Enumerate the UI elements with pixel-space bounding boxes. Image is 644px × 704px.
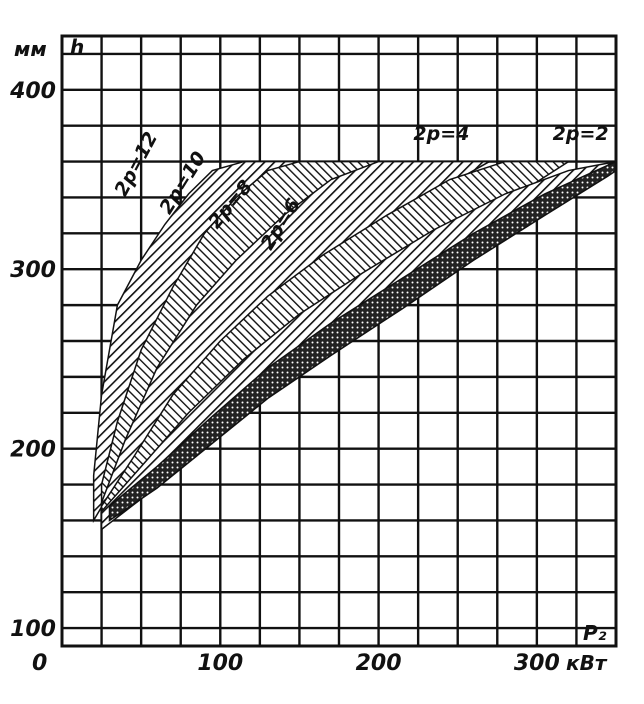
x-axis-label: P₂ bbox=[583, 621, 607, 645]
y-tick-label: 200 bbox=[10, 438, 56, 463]
y-tick-labels: 100 200 300 400 bbox=[9, 79, 56, 642]
y-tick-label: 300 bbox=[10, 258, 56, 283]
series-label: 2p=12 bbox=[110, 128, 162, 199]
series-label: 2p=2 bbox=[553, 123, 609, 145]
y-axis-label: h bbox=[70, 35, 84, 59]
x-tick-label: 200 bbox=[356, 651, 402, 676]
series-areas bbox=[92, 160, 617, 532]
y-tick-label: 100 bbox=[10, 617, 56, 642]
y-unit-label: мм bbox=[14, 37, 47, 61]
x-tick-label: 100 bbox=[197, 651, 243, 676]
y-tick-label: 400 bbox=[9, 79, 56, 104]
x-tick-label: 300 bbox=[514, 651, 560, 676]
x-origin-label: 0 bbox=[32, 651, 47, 676]
x-unit-label: кВт bbox=[566, 651, 608, 675]
x-tick-labels: 100 200 300 bbox=[197, 651, 560, 676]
plot-frame bbox=[60, 34, 618, 648]
series-label: 2p=4 bbox=[413, 123, 469, 145]
